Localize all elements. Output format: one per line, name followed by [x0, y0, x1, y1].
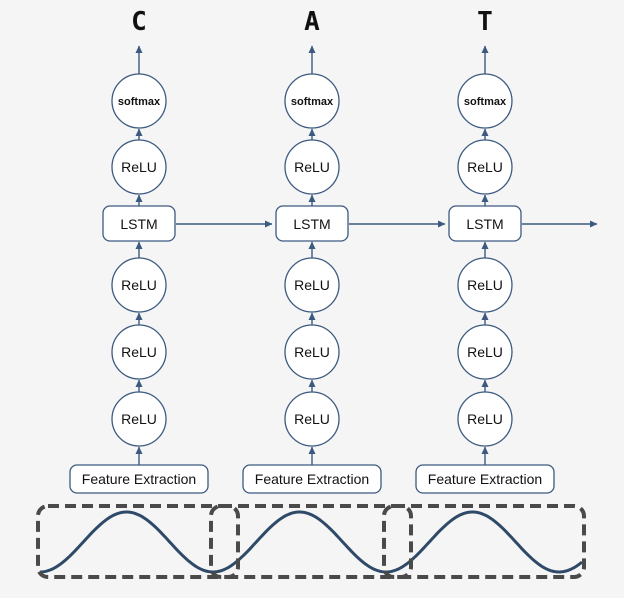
window-frame-2	[209, 504, 413, 579]
relu-label: ReLU	[294, 159, 330, 175]
relu-label: ReLU	[294, 277, 330, 293]
lstm-label: LSTM	[120, 216, 157, 232]
column-3: softmax ReLU LSTM ReLU ReLU ReLU Feature…	[415, 45, 555, 494]
relu-label: ReLU	[121, 277, 157, 293]
softmax-label: softmax	[464, 96, 507, 108]
window-frame-3	[382, 504, 586, 579]
softmax-label: softmax	[291, 96, 334, 108]
relu-label: ReLU	[294, 411, 330, 427]
lstm-label: LSTM	[466, 216, 503, 232]
output-char-a: A	[304, 7, 320, 37]
column-1: softmax ReLU LSTM ReLU ReLU ReLU Feature…	[69, 45, 209, 494]
lstm-label: LSTM	[293, 216, 330, 232]
column-2: softmax ReLU LSTM ReLU ReLU ReLU Feature…	[242, 45, 382, 494]
feature-extraction-label: Feature Extraction	[82, 471, 196, 487]
relu-label: ReLU	[121, 411, 157, 427]
feature-extraction-label: Feature Extraction	[428, 471, 542, 487]
relu-label: ReLU	[467, 411, 503, 427]
output-char-t: T	[477, 7, 493, 37]
audio-waveform	[39, 510, 583, 574]
relu-label: ReLU	[121, 159, 157, 175]
relu-label: ReLU	[294, 344, 330, 360]
window-frame-1	[36, 504, 240, 579]
relu-label: ReLU	[121, 344, 157, 360]
feature-extraction-label: Feature Extraction	[255, 471, 369, 487]
relu-label: ReLU	[467, 159, 503, 175]
relu-label: ReLU	[467, 344, 503, 360]
softmax-label: softmax	[118, 96, 161, 108]
relu-label: ReLU	[467, 277, 503, 293]
output-char-c: C	[131, 7, 147, 37]
